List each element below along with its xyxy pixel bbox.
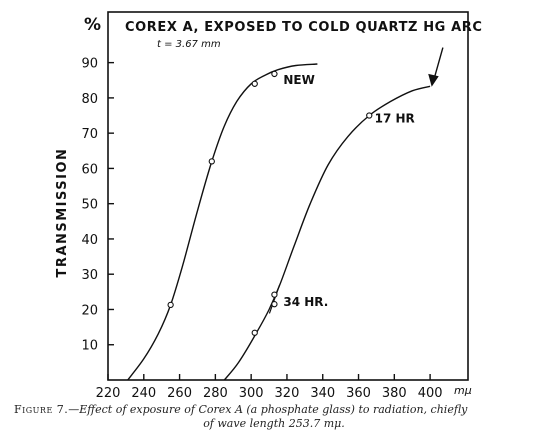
data-point-new	[271, 70, 278, 78]
y-tick-label: 30	[81, 268, 98, 283]
x-tick-label: 260	[167, 386, 192, 400]
x-tick-label: 320	[275, 386, 300, 400]
data-point-34-hr	[271, 301, 278, 308]
y-tick-label: 40	[81, 233, 98, 248]
caption-line-2: of wave length 253.7 mμ.	[203, 417, 345, 430]
series-line-new	[127, 63, 318, 381]
y-tick-label: 80	[81, 92, 98, 107]
x-tick-label: 280	[203, 386, 228, 400]
y-tick-label: 90	[81, 57, 98, 72]
data-point-17-hr	[251, 329, 258, 336]
series-line-34-hr	[268, 285, 280, 314]
data-point-new	[208, 158, 215, 165]
x-tick-label: 400	[418, 386, 443, 400]
series-annotation: NEW	[283, 73, 314, 87]
annotation-arrow-head	[428, 73, 439, 87]
y-axis-title: TRANSMISSION	[55, 148, 70, 278]
series-annotation: 34 HR.	[283, 295, 328, 309]
y-tick-label: 50	[81, 198, 98, 213]
y-tick-label: 10	[81, 339, 98, 354]
y-tick-label: 20	[81, 303, 98, 318]
figure-caption: Figure 7.—Effect of exposure of Corex A …	[14, 403, 534, 431]
x-unit-label: mμ	[454, 384, 472, 397]
x-tick-label: 240	[131, 386, 156, 400]
y-tick-label: 70	[81, 127, 98, 142]
transmission-chart: 220 240 260 280 300 320 340 360 380 400 mμ 10 20 30 40…	[55, 11, 482, 400]
x-tick-label: 220	[96, 386, 121, 400]
y-tick-label: 60	[81, 162, 98, 177]
series-annotation: 17 HR	[375, 112, 415, 126]
x-tick-label: 300	[239, 386, 264, 400]
x-tick-label: 380	[382, 386, 407, 400]
data-point-new	[251, 80, 258, 87]
plot-frame	[107, 11, 469, 381]
data-point-34-hr	[271, 291, 278, 298]
annotation-arrow-line	[433, 47, 444, 80]
chart-title: COREX A, EXPOSED TO COLD QUARTZ HG ARC	[125, 20, 482, 35]
caption-figure-number: Figure 7.	[14, 403, 69, 416]
data-point-17-hr	[366, 112, 373, 119]
series-line-17-hr	[223, 85, 431, 381]
data-point-new	[167, 301, 174, 309]
chart-subtitle: t = 3.67 mm	[157, 39, 221, 50]
x-tick-label: 360	[346, 386, 371, 400]
x-tick-label: 340	[310, 386, 335, 400]
caption-line-1: —Effect of exposure of Corex A (a phosph…	[68, 403, 468, 416]
y-unit-label: %	[84, 15, 101, 35]
